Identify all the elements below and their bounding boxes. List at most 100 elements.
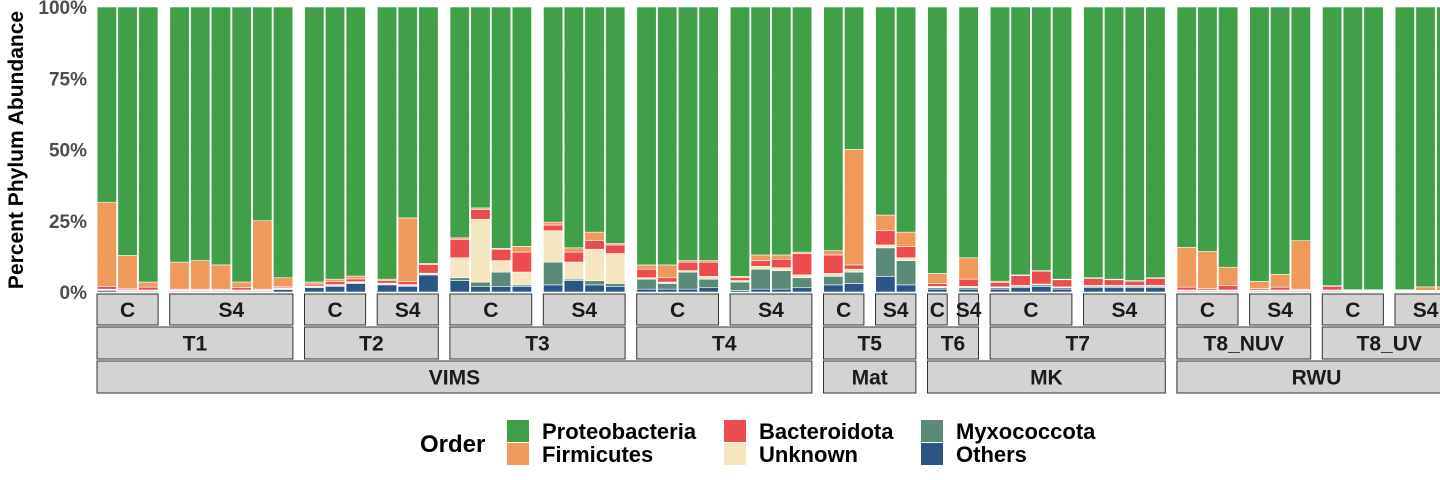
bar-segment-myxococcota	[470, 281, 491, 287]
bar-segment-others	[677, 288, 698, 293]
bar-segment-proteobacteria	[543, 6, 564, 223]
bar-segment-bacteroidota	[1270, 286, 1291, 291]
bar-segment-bacteroidota	[927, 283, 948, 287]
treatment-strip-label: S4	[395, 299, 421, 322]
bar-segment-firmicutes	[657, 264, 678, 279]
bar-segment-bacteroidota	[1104, 279, 1125, 286]
bar-segment-proteobacteria	[844, 6, 865, 150]
treatment-strip-label: C	[327, 299, 342, 322]
legend-key-bacteroidota	[724, 420, 746, 442]
bar-segment-others	[1104, 287, 1125, 293]
bar-segment-others	[657, 288, 678, 293]
bar-segment-bacteroidota	[397, 281, 418, 285]
bars	[96, 6, 1440, 293]
treatment-strip-label: C	[120, 299, 135, 322]
bar-segment-proteobacteria	[657, 6, 678, 266]
bar-segment-myxococcota	[657, 283, 678, 290]
bar-segment-firmicutes	[231, 281, 252, 289]
treatment-strip	[927, 293, 948, 326]
treatment-strip	[542, 293, 626, 326]
treatment-strip-label: C	[670, 299, 685, 322]
bar-segment-unknown	[771, 267, 792, 271]
site-strip-label: MK	[1030, 367, 1063, 390]
bar-segment-bacteroidota	[1322, 285, 1343, 291]
bar-segment-proteobacteria	[1104, 6, 1125, 280]
bar-segment-bacteroidota	[605, 244, 626, 254]
bar-segment-unknown	[750, 266, 771, 270]
bar-segment-bacteroidota	[698, 261, 719, 277]
bar-segment-proteobacteria	[729, 6, 750, 277]
bar-segment-myxococcota	[491, 271, 512, 287]
bar-segment-others	[958, 288, 979, 293]
legend-label: Myxococcota	[956, 419, 1096, 444]
bar-segment-unknown	[792, 274, 813, 279]
legend-label: Firmicutes	[542, 442, 653, 467]
bar-segment-unknown	[491, 260, 512, 273]
bar-segment-proteobacteria	[896, 6, 917, 233]
bar-segment-unknown	[896, 257, 917, 261]
bar-segment-others	[397, 285, 418, 293]
bar-segment-bacteroidota	[563, 251, 584, 263]
bar-segment-others	[927, 288, 948, 293]
treatment-strip-label: C	[836, 299, 851, 322]
treatment-strip	[1321, 293, 1384, 326]
bar-segment-unknown	[470, 219, 491, 283]
bar-segment-firmicutes	[563, 247, 584, 253]
treatment-strip-label: S4	[758, 299, 784, 322]
bar-segment-proteobacteria	[1436, 6, 1440, 288]
treatment-strip	[376, 293, 439, 326]
bar-segment-proteobacteria	[1342, 6, 1363, 291]
bar-segment-others	[543, 284, 564, 293]
bar-segment-firmicutes	[117, 255, 138, 289]
legend-title: Order	[420, 431, 485, 458]
treatment-strip	[96, 293, 159, 326]
bar-segment-proteobacteria	[1322, 6, 1343, 287]
bar-segment-firmicutes	[397, 217, 418, 283]
bar-segment-proteobacteria	[677, 6, 698, 261]
bar-segment-myxococcota	[729, 281, 750, 291]
treatment-strip	[636, 293, 720, 326]
bar-segment-bacteroidota	[1218, 285, 1239, 291]
bar-segment-firmicutes	[252, 220, 273, 290]
legend-label: Unknown	[759, 442, 858, 467]
bar-segment-bacteroidota	[511, 251, 532, 273]
bar-segment-others	[1031, 285, 1052, 293]
legend-key-proteobacteria	[507, 420, 529, 442]
bar-segment-firmicutes	[1176, 246, 1197, 288]
bar-segment-firmicutes	[771, 254, 792, 260]
time-strip	[823, 326, 917, 360]
bar-segment-proteobacteria	[1394, 6, 1415, 291]
bar-segment-unknown	[563, 261, 584, 280]
bar-segment-proteobacteria	[1083, 6, 1104, 279]
time-strip-label: T2	[359, 333, 384, 356]
bar-segment-bacteroidota	[491, 248, 512, 261]
bar-segment-proteobacteria	[771, 6, 792, 256]
bar-segment-proteobacteria	[563, 6, 584, 249]
bar-segment-others	[584, 284, 605, 293]
bar-segment-unknown	[698, 276, 719, 280]
y-tick-label: 100%	[38, 0, 87, 19]
bar-segment-myxococcota	[698, 278, 719, 289]
legend-label: Bacteroidota	[759, 419, 894, 444]
time-strip	[449, 326, 626, 360]
bar-segment-firmicutes	[138, 281, 159, 288]
bar-segment-others	[1145, 287, 1166, 293]
bar-segment-proteobacteria	[169, 6, 190, 263]
bar-segment-myxococcota	[844, 271, 865, 284]
time-strip	[1176, 326, 1312, 360]
bar-segment-others	[1083, 287, 1104, 293]
bar-segment-bacteroidota	[584, 240, 605, 250]
bar-segment-proteobacteria	[418, 6, 439, 264]
bar-segment-bacteroidota	[875, 230, 896, 246]
bar-segment-others	[273, 289, 294, 293]
site-strip	[96, 360, 813, 394]
site-strip	[927, 360, 1166, 394]
bar-segment-myxococcota	[584, 280, 605, 286]
bar-segment-proteobacteria	[989, 6, 1010, 282]
treatment-strip-label: S4	[218, 299, 244, 322]
bar-segment-firmicutes	[169, 261, 190, 290]
bar-segment-proteobacteria	[1363, 6, 1384, 291]
y-tick-label: 75%	[49, 69, 87, 90]
bar-segment-others	[1010, 287, 1031, 293]
